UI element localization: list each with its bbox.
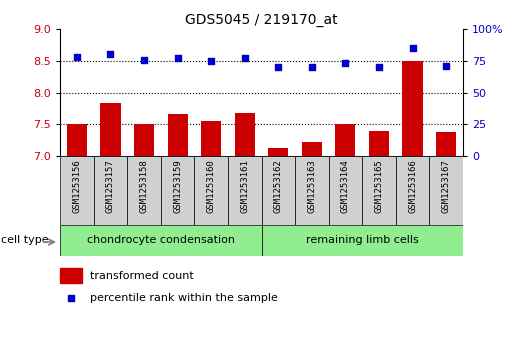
Point	[174, 55, 182, 61]
Point	[106, 52, 115, 57]
Bar	[228, 156, 262, 225]
Bar	[100, 103, 120, 156]
Text: GSM1253158: GSM1253158	[140, 160, 149, 213]
Point	[67, 295, 75, 301]
Text: cell type: cell type	[1, 236, 49, 245]
Text: GSM1253160: GSM1253160	[207, 160, 215, 213]
Text: GSM1253159: GSM1253159	[173, 160, 182, 213]
Bar	[94, 156, 127, 225]
Bar	[60, 269, 82, 283]
Bar	[262, 225, 463, 256]
Bar	[302, 142, 322, 156]
Point	[375, 64, 383, 70]
Bar	[60, 225, 262, 256]
Text: GSM1253166: GSM1253166	[408, 160, 417, 213]
Text: GSM1253165: GSM1253165	[374, 160, 383, 213]
Text: remaining limb cells: remaining limb cells	[306, 236, 418, 245]
Bar	[235, 113, 255, 156]
Bar	[167, 114, 188, 156]
Bar	[161, 156, 195, 225]
Point	[140, 57, 148, 62]
Bar	[328, 156, 362, 225]
Text: GSM1253162: GSM1253162	[274, 160, 283, 213]
Point	[241, 55, 249, 61]
Bar	[429, 156, 463, 225]
Title: GDS5045 / 219170_at: GDS5045 / 219170_at	[185, 13, 338, 26]
Bar	[201, 121, 221, 156]
Bar	[403, 61, 423, 156]
Text: chondrocyte condensation: chondrocyte condensation	[87, 236, 235, 245]
Bar	[134, 124, 154, 156]
Bar	[60, 156, 94, 225]
Point	[341, 60, 349, 66]
Point	[442, 63, 450, 69]
Text: GSM1253167: GSM1253167	[441, 160, 451, 213]
Point	[207, 58, 215, 64]
Point	[274, 64, 282, 70]
Bar	[262, 156, 295, 225]
Bar	[268, 148, 288, 156]
Bar	[295, 156, 328, 225]
Bar	[127, 156, 161, 225]
Text: GSM1253157: GSM1253157	[106, 160, 115, 213]
Text: GSM1253156: GSM1253156	[72, 160, 82, 213]
Text: GSM1253163: GSM1253163	[308, 160, 316, 213]
Text: GSM1253161: GSM1253161	[240, 160, 249, 213]
Text: percentile rank within the sample: percentile rank within the sample	[90, 293, 278, 303]
Text: GSM1253164: GSM1253164	[341, 160, 350, 213]
Bar	[436, 132, 456, 156]
Bar	[362, 156, 396, 225]
Text: transformed count: transformed count	[90, 270, 194, 281]
Bar	[369, 131, 389, 156]
Bar	[335, 124, 356, 156]
Bar	[195, 156, 228, 225]
Point	[73, 54, 81, 60]
Bar	[396, 156, 429, 225]
Point	[408, 45, 417, 51]
Point	[308, 64, 316, 70]
Bar	[67, 124, 87, 156]
